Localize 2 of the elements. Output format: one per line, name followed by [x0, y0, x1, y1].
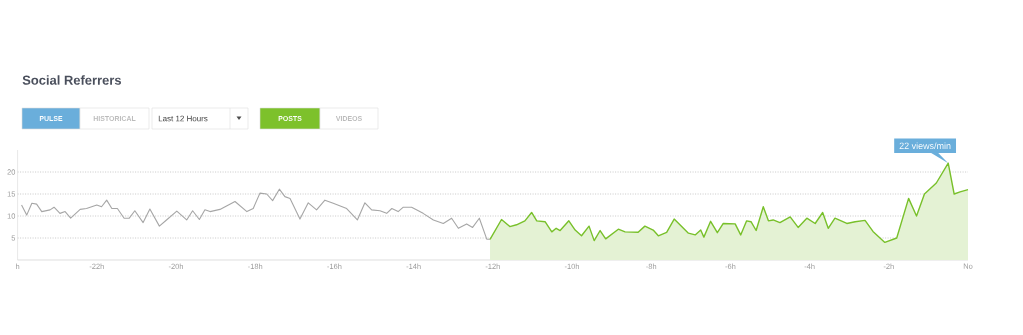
- annotation: 22 views/min: [899, 142, 951, 150]
- chart-title: Social Referrers: [22, 75, 121, 85]
